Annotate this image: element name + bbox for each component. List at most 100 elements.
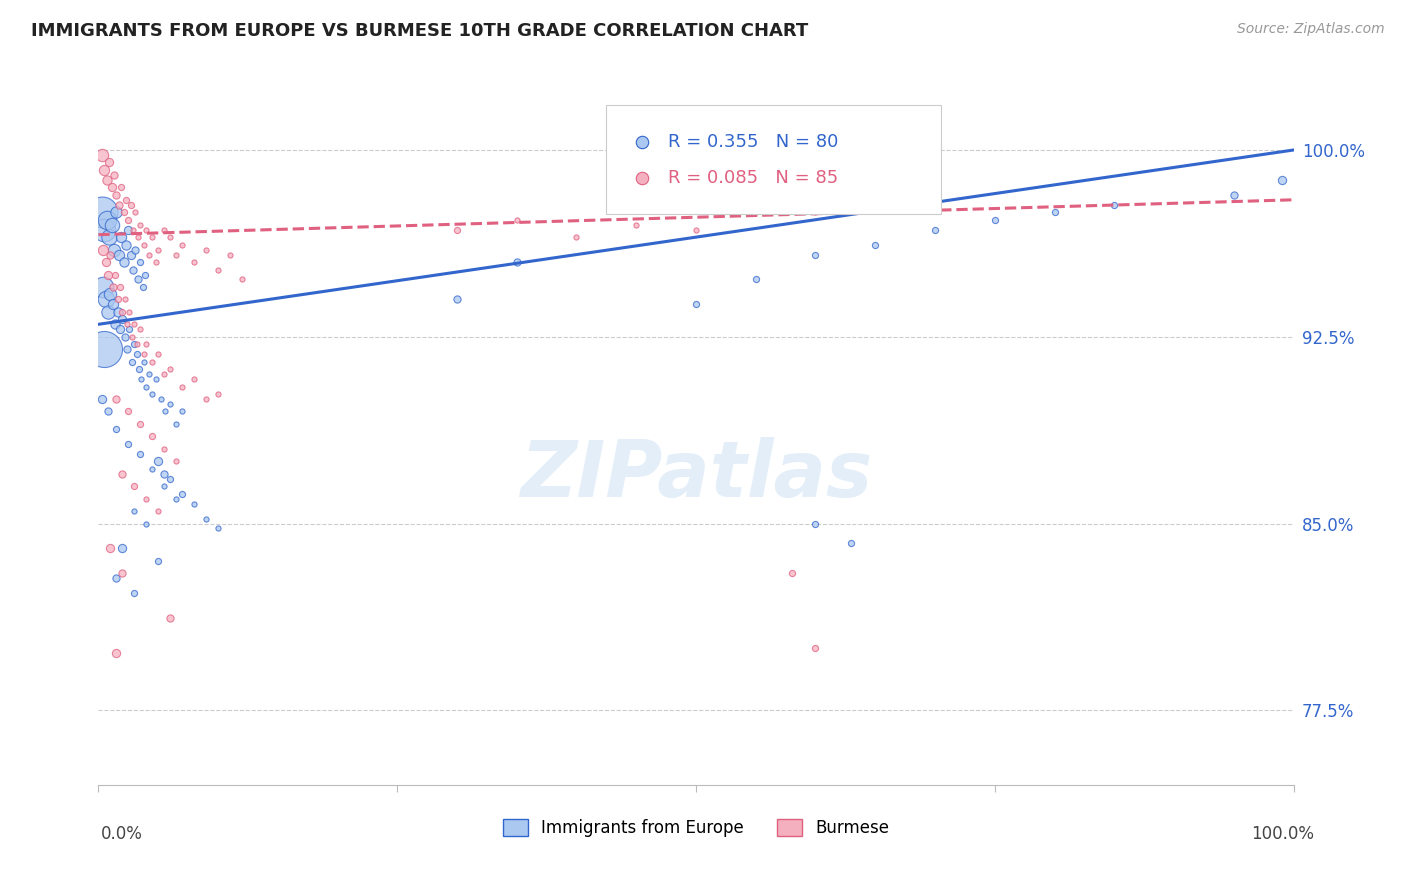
Point — [108, 280, 131, 294]
Point — [129, 255, 152, 269]
Point — [112, 205, 135, 219]
Point — [134, 268, 156, 282]
Point — [138, 247, 160, 261]
Point — [804, 247, 827, 261]
Point — [91, 392, 114, 406]
Point — [159, 230, 181, 244]
Text: 100.0%: 100.0% — [1251, 825, 1315, 843]
Point — [125, 337, 148, 351]
Point — [165, 454, 187, 468]
Point — [135, 491, 157, 506]
Point — [107, 305, 129, 319]
Point — [91, 148, 114, 162]
Point — [124, 337, 146, 351]
Point — [117, 404, 139, 418]
Point — [97, 404, 120, 418]
Point — [129, 322, 152, 336]
Point — [100, 218, 122, 232]
Text: 0.0%: 0.0% — [101, 825, 143, 843]
Point — [132, 237, 155, 252]
Point — [98, 541, 122, 556]
Point — [685, 222, 707, 236]
Point — [135, 379, 157, 393]
Point — [148, 243, 170, 257]
Point — [114, 293, 136, 307]
Point — [115, 318, 138, 332]
FancyBboxPatch shape — [606, 105, 941, 214]
Point — [153, 467, 176, 481]
Point — [804, 640, 827, 655]
Point — [804, 516, 827, 531]
Point — [153, 367, 176, 381]
Point — [115, 237, 138, 252]
Point — [93, 222, 115, 236]
Point — [98, 230, 121, 244]
Point — [685, 297, 707, 311]
Point — [124, 586, 146, 600]
Point — [172, 404, 194, 418]
Point — [105, 205, 128, 219]
Point — [924, 222, 946, 236]
Point — [91, 280, 114, 294]
Point — [141, 461, 163, 475]
Point — [101, 280, 124, 294]
Point — [105, 422, 128, 436]
Point — [103, 168, 125, 182]
Point — [98, 287, 122, 301]
Legend: Immigrants from Europe, Burmese: Immigrants from Europe, Burmese — [496, 812, 896, 844]
Point — [129, 218, 152, 232]
Point — [141, 354, 163, 368]
Point — [117, 222, 139, 236]
Point — [148, 554, 170, 568]
Point — [1271, 173, 1294, 187]
Point — [145, 255, 167, 269]
Point — [131, 280, 153, 294]
Point — [132, 347, 155, 361]
Point — [207, 521, 229, 535]
Point — [110, 180, 132, 194]
Point — [506, 255, 529, 269]
Point — [115, 342, 138, 356]
Point — [94, 293, 117, 307]
Point — [138, 367, 160, 381]
Point — [110, 230, 132, 244]
Point — [984, 212, 1007, 227]
Point — [122, 222, 145, 236]
Point — [105, 571, 128, 585]
Point — [1104, 198, 1126, 212]
Point — [118, 305, 141, 319]
Point — [165, 247, 187, 261]
Point — [195, 511, 218, 525]
Point — [165, 491, 187, 506]
Point — [207, 387, 229, 401]
Point — [96, 212, 118, 227]
Point — [111, 541, 134, 556]
Point — [865, 237, 887, 252]
Point — [104, 268, 127, 282]
Point — [159, 362, 181, 376]
Point — [97, 268, 120, 282]
Point — [111, 312, 134, 326]
Point — [1223, 187, 1246, 202]
Point — [124, 205, 146, 219]
Text: R = 0.355   N = 80: R = 0.355 N = 80 — [668, 133, 839, 152]
Point — [219, 247, 242, 261]
Text: R = 0.085   N = 85: R = 0.085 N = 85 — [668, 169, 839, 186]
Point — [145, 372, 167, 386]
Text: IMMIGRANTS FROM EUROPE VS BURMESE 10TH GRADE CORRELATION CHART: IMMIGRANTS FROM EUROPE VS BURMESE 10TH G… — [31, 22, 808, 40]
Point — [112, 255, 135, 269]
Point — [122, 262, 145, 277]
Text: ZIPatlas: ZIPatlas — [520, 437, 872, 513]
Point — [153, 442, 176, 456]
Point — [93, 162, 115, 177]
Point — [101, 297, 124, 311]
Point — [98, 155, 121, 169]
Point — [159, 397, 181, 411]
Point — [94, 255, 117, 269]
Point — [141, 429, 163, 443]
Point — [153, 479, 176, 493]
Point — [207, 262, 229, 277]
Point — [565, 230, 588, 244]
Point — [103, 243, 125, 257]
Point — [104, 318, 127, 332]
